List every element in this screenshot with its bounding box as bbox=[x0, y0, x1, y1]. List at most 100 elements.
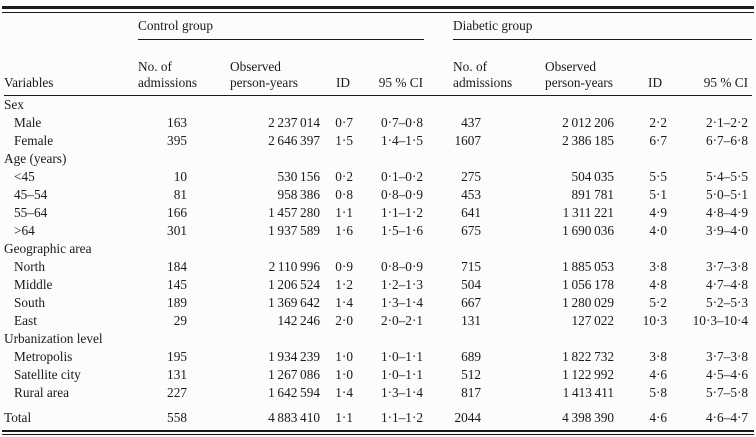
diabetic-person-years-cell: 1 311 221 bbox=[562, 205, 615, 220]
diabetic-person-years-cell: 1 690 036 bbox=[562, 223, 615, 238]
control-admissions-column-header: No. of admissions bbox=[138, 40, 198, 96]
diabetic-person-years-cell: 504 035 bbox=[571, 169, 615, 184]
total-row: Total 558 4 883 410 1·1 1·1–1·2 2044 4 3… bbox=[4, 402, 752, 427]
row-label: East bbox=[14, 313, 37, 328]
control-admissions-cell: 81 bbox=[173, 187, 187, 202]
control-id-cell: 1·1 bbox=[335, 409, 353, 425]
control-admissions-cell: 145 bbox=[167, 277, 187, 292]
diabetic-id-cell: 4·8 bbox=[649, 277, 668, 292]
table-row-over64: >64 301 1 937 589 1·6 1·5–1·6 675 1 690 … bbox=[4, 222, 752, 240]
row-label: Satellite city bbox=[14, 367, 81, 382]
control-ci-cell: 1·0–1·1 bbox=[380, 367, 424, 382]
control-ci-cell: 1·3–1·4 bbox=[380, 295, 424, 310]
column-header-row: Variables No. of admissions Observed per… bbox=[4, 40, 753, 96]
row-label: South bbox=[14, 295, 46, 310]
diabetic-admissions-cell: 131 bbox=[461, 313, 482, 328]
control-ci-cell: 1·0–1·1 bbox=[380, 349, 424, 364]
section-row-geographic-area: Geographic area bbox=[4, 240, 752, 258]
table-row-satellite-city: Satellite city 131 1 267 086 1·0 1·0–1·1… bbox=[4, 366, 752, 384]
diabetic-ci-cell: 4·7–4·8 bbox=[705, 277, 749, 292]
row-label: >64 bbox=[14, 223, 35, 238]
diabetic-admissions-cell: 667 bbox=[461, 295, 482, 310]
diabetic-person-years-cell: 127 022 bbox=[571, 313, 615, 328]
diabetic-admissions-cell: 504 bbox=[461, 277, 482, 292]
table-row-55-64: 55–64 166 1 457 280 1·1 1·1–1·2 641 1 31… bbox=[4, 204, 752, 222]
diabetic-id-cell: 6·7 bbox=[649, 133, 668, 148]
row-label: <45 bbox=[14, 169, 35, 184]
control-admissions-cell: 301 bbox=[167, 223, 187, 238]
control-ci-cell: 0·8–0·9 bbox=[380, 259, 424, 274]
diabetic-ci-cell: 5·2–5·3 bbox=[705, 295, 749, 310]
section-label: Urbanization level bbox=[4, 331, 103, 346]
control-id-cell: 1·5 bbox=[335, 133, 353, 148]
section-row-urbanization-level: Urbanization level bbox=[4, 330, 752, 348]
control-person-years-cell: 142 246 bbox=[277, 313, 320, 328]
diabetic-person-years-cell: 1 885 053 bbox=[562, 259, 615, 274]
diabetic-admissions-cell: 689 bbox=[461, 349, 482, 364]
diabetic-ci-cell: 5·7–5·8 bbox=[705, 385, 749, 400]
control-ci-cell: 0·8–0·9 bbox=[380, 187, 424, 202]
table-row-east: East 29 142 246 2·0 2·0–2·1 131 127 022 … bbox=[4, 312, 752, 330]
diabetic-id-cell: 4·6 bbox=[649, 409, 668, 425]
control-ci-cell: 1·4–1·5 bbox=[380, 133, 424, 148]
diabetic-person-years-cell: 891 781 bbox=[571, 187, 615, 202]
control-id-cell: 1·1 bbox=[335, 205, 353, 220]
diabetic-ci-cell: 2·1–2·2 bbox=[705, 115, 749, 130]
control-id-column-header: ID bbox=[322, 40, 354, 96]
section-label: Geographic area bbox=[4, 241, 92, 256]
diabetic-id-cell: 3·8 bbox=[649, 259, 668, 274]
control-admissions-cell: 131 bbox=[167, 367, 187, 382]
table-row-metropolis: Metropolis 195 1 934 239 1·0 1·0–1·1 689… bbox=[4, 348, 752, 366]
table-row-rural-area: Rural area 227 1 642 594 1·4 1·3–1·4 817… bbox=[4, 384, 752, 402]
diabetic-ci-cell: 4·6–4·7 bbox=[705, 409, 749, 425]
diabetic-id-cell: 4·0 bbox=[649, 223, 668, 238]
diabetic-ci-cell: 4·8–4·9 bbox=[705, 205, 749, 220]
control-admissions-cell: 189 bbox=[167, 295, 187, 310]
diabetic-person-years-cell: 2 012 206 bbox=[562, 115, 615, 130]
table-row-middle: Middle 145 1 206 524 1·2 1·2–1·3 504 1 0… bbox=[4, 276, 752, 294]
diabetic-person-years-cell: 1 280 029 bbox=[562, 295, 615, 310]
diabetic-group-label: Diabetic group bbox=[453, 18, 533, 33]
control-ci-cell: 0·7–0·8 bbox=[380, 115, 424, 130]
control-person-years-cell: 1 642 594 bbox=[268, 385, 320, 400]
row-label: Metropolis bbox=[14, 349, 73, 364]
row-label: 55–64 bbox=[14, 205, 48, 220]
control-id-cell: 1·2 bbox=[335, 277, 353, 292]
control-id-cell: 0·2 bbox=[335, 169, 353, 184]
table-row-male: Male 163 2 237 014 0·7 0·7–0·8 437 2 012… bbox=[4, 114, 752, 132]
control-id-cell: 1·0 bbox=[335, 367, 353, 382]
diabetic-person-years-cell: 2 386 185 bbox=[562, 133, 615, 148]
diabetic-id-cell: 5·2 bbox=[649, 295, 668, 310]
diabetic-id-cell: 2·2 bbox=[649, 115, 668, 130]
diabetic-group-header-cell: Diabetic group bbox=[424, 14, 753, 40]
control-id-cell: 1·4 bbox=[335, 385, 353, 400]
control-admissions-cell: 195 bbox=[167, 349, 187, 364]
control-person-years-cell: 1 457 280 bbox=[268, 205, 320, 220]
diabetic-group-underline: Diabetic group bbox=[453, 18, 753, 40]
control-ci-cell: 1·5–1·6 bbox=[380, 223, 424, 238]
control-ci-cell: 1·2–1·3 bbox=[380, 277, 424, 292]
diabetic-ci-cell: 4·5–4·6 bbox=[705, 367, 749, 382]
control-ci-cell: 1·1–1·2 bbox=[380, 205, 424, 220]
diabetic-person-years-cell: 4 398 390 bbox=[562, 409, 615, 425]
control-ci-cell: 2·0–2·1 bbox=[380, 313, 424, 328]
control-person-years-cell: 1 937 589 bbox=[268, 223, 320, 238]
control-ci-cell: 1·3–1·4 bbox=[380, 385, 424, 400]
diabetic-person-years-cell: 1 122 992 bbox=[562, 367, 615, 382]
table-row-45-54: 45–54 81 958 386 0·8 0·8–0·9 453 891 781… bbox=[4, 186, 752, 204]
control-person-years-cell: 530 156 bbox=[277, 169, 320, 184]
control-admissions-cell: 29 bbox=[173, 313, 187, 328]
control-person-years-cell: 1 934 239 bbox=[268, 349, 320, 364]
diabetic-ci-cell: 3·9–4·0 bbox=[705, 223, 749, 238]
group-header-row: Control group Diabetic group bbox=[4, 14, 753, 40]
bottom-double-rule bbox=[2, 430, 754, 435]
control-ci-cell: 1·1–1·2 bbox=[380, 409, 424, 425]
row-label: Rural area bbox=[14, 385, 69, 400]
diabetic-ci-cell: 3·7–3·8 bbox=[705, 349, 749, 364]
control-id-cell: 1·6 bbox=[335, 223, 353, 238]
control-person-years-cell: 4 883 410 bbox=[268, 409, 320, 425]
row-label: 45–54 bbox=[14, 187, 48, 202]
row-label: Female bbox=[14, 133, 54, 148]
diabetic-person-years-cell: 1 056 178 bbox=[562, 277, 615, 292]
